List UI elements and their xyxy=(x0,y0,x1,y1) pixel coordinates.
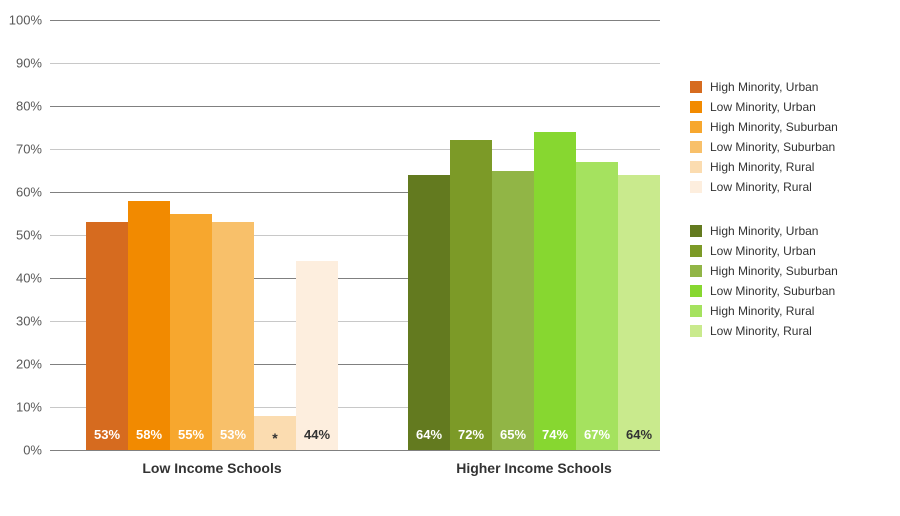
legend-label: High Minority, Urban xyxy=(710,80,818,94)
bar: 72% xyxy=(450,140,492,450)
bar-value-label: 74% xyxy=(542,427,568,442)
bar-value-label: 58% xyxy=(136,427,162,442)
bar: 44% xyxy=(296,261,338,450)
y-tick-label: 90% xyxy=(16,56,42,71)
chart-container: 0% 10% 20% 30% 40% 50% 60% 70% 80% 90% 100% 53% 58% 5… xyxy=(0,0,900,516)
bar-value-label: 65% xyxy=(500,427,526,442)
bar-value-label: 55% xyxy=(178,427,204,442)
bar: 64% xyxy=(408,175,450,450)
legend: High Minority, Urban Low Minority, Urban H… xyxy=(690,80,890,368)
legend-swatch xyxy=(690,101,702,113)
legend-label: High Minority, Suburban xyxy=(710,264,838,278)
bar: * xyxy=(254,416,296,450)
y-tick-label: 20% xyxy=(16,357,42,372)
legend-swatch xyxy=(690,161,702,173)
bar-asterisk: * xyxy=(272,430,277,446)
legend-swatch xyxy=(690,181,702,193)
legend-label: Low Minority, Rural xyxy=(710,180,812,194)
grid-line xyxy=(50,20,660,21)
bar-value-label: 72% xyxy=(458,427,484,442)
bar: 74% xyxy=(534,132,576,450)
legend-item: Low Minority, Rural xyxy=(690,324,890,338)
bar: 65% xyxy=(492,171,534,451)
plot-area: 0%10%20%30%40%50%60%70%80%90%100%53%58%5… xyxy=(50,20,660,450)
x-group-label: Low Income Schools xyxy=(142,460,281,476)
legend-label: Low Minority, Urban xyxy=(710,244,816,258)
legend-label: High Minority, Rural xyxy=(710,304,814,318)
legend-label: Low Minority, Urban xyxy=(710,100,816,114)
grid-line xyxy=(50,106,660,107)
y-tick-label: 10% xyxy=(16,400,42,415)
bar-value-label: 67% xyxy=(584,427,610,442)
legend-swatch xyxy=(690,141,702,153)
legend-swatch xyxy=(690,305,702,317)
legend-swatch xyxy=(690,121,702,133)
bar: 67% xyxy=(576,162,618,450)
legend-item: Low Minority, Urban xyxy=(690,100,890,114)
grid-line xyxy=(50,63,660,64)
y-tick-label: 80% xyxy=(16,99,42,114)
bar: 53% xyxy=(212,222,254,450)
legend-label: High Minority, Suburban xyxy=(710,120,838,134)
legend-group-orange: High Minority, Urban Low Minority, Urban H… xyxy=(690,80,890,194)
legend-group-green: High Minority, Urban Low Minority, Urban H… xyxy=(690,224,890,338)
bar-value-label: 53% xyxy=(220,427,246,442)
legend-item: Low Minority, Suburban xyxy=(690,284,890,298)
legend-swatch xyxy=(690,225,702,237)
legend-label: High Minority, Urban xyxy=(710,224,818,238)
legend-swatch xyxy=(690,245,702,257)
legend-item: Low Minority, Suburban xyxy=(690,140,890,154)
legend-item: Low Minority, Rural xyxy=(690,180,890,194)
bar-value-label: 53% xyxy=(94,427,120,442)
legend-label: Low Minority, Rural xyxy=(710,324,812,338)
bar: 64% xyxy=(618,175,660,450)
y-tick-label: 30% xyxy=(16,314,42,329)
legend-swatch xyxy=(690,265,702,277)
bar-value-label: 64% xyxy=(416,427,442,442)
y-tick-label: 50% xyxy=(16,228,42,243)
y-tick-label: 0% xyxy=(23,443,42,458)
bar-value-label: 44% xyxy=(304,427,330,442)
x-group-label: Higher Income Schools xyxy=(456,460,612,476)
legend-swatch xyxy=(690,81,702,93)
legend-label: Low Minority, Suburban xyxy=(710,140,835,154)
legend-item: High Minority, Urban xyxy=(690,224,890,238)
y-tick-label: 40% xyxy=(16,271,42,286)
bar: 53% xyxy=(86,222,128,450)
legend-item: Low Minority, Urban xyxy=(690,244,890,258)
legend-item: High Minority, Rural xyxy=(690,160,890,174)
legend-label: High Minority, Rural xyxy=(710,160,814,174)
y-tick-label: 100% xyxy=(9,13,42,28)
legend-item: High Minority, Rural xyxy=(690,304,890,318)
bar: 58% xyxy=(128,201,170,450)
legend-swatch xyxy=(690,325,702,337)
y-tick-label: 70% xyxy=(16,142,42,157)
legend-swatch xyxy=(690,285,702,297)
bar-value-label: 64% xyxy=(626,427,652,442)
legend-item: High Minority, Suburban xyxy=(690,264,890,278)
legend-item: High Minority, Urban xyxy=(690,80,890,94)
bar: 55% xyxy=(170,214,212,451)
grid-line xyxy=(50,450,660,451)
legend-label: Low Minority, Suburban xyxy=(710,284,835,298)
legend-item: High Minority, Suburban xyxy=(690,120,890,134)
y-tick-label: 60% xyxy=(16,185,42,200)
